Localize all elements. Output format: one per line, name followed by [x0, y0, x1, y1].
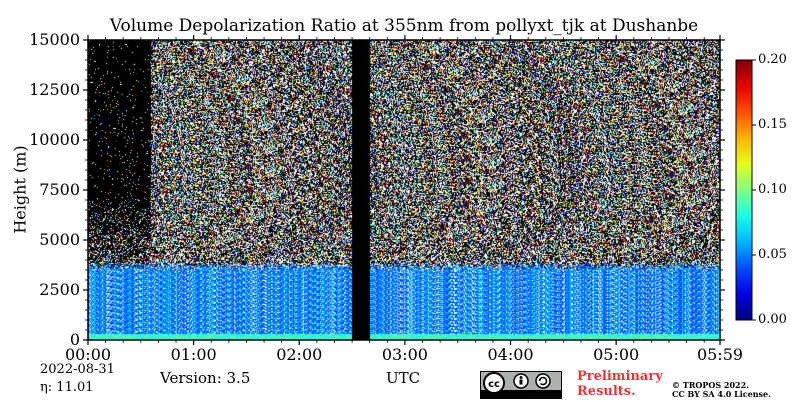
y-tick-label: 5000 [39, 230, 80, 249]
prelim-line-2: Results. [577, 384, 636, 399]
colorbar-tick-label: 0.05 [758, 247, 787, 262]
colorbar-tick-label: 0.10 [758, 182, 787, 197]
chart-title: Volume Depolarization Ratio at 355nm fro… [109, 16, 699, 36]
prelim-line-1: Preliminary [577, 369, 663, 384]
x-tick-label: 00:00 [64, 345, 112, 364]
x-tick-label: 05:59 [696, 345, 744, 364]
cc-by-sa-icon: cc [480, 371, 562, 399]
measurement-date: 2022-08-31 [40, 362, 115, 377]
y-tick-label: 7500 [39, 180, 80, 199]
eta-value: η: 11.01 [40, 380, 94, 395]
heatmap-plot-area [88, 40, 720, 340]
x-tick-label: 04:00 [487, 345, 534, 364]
x-axis-label: UTC [386, 369, 421, 387]
x-tick-label: 03:00 [381, 345, 428, 364]
colorbar-tick-label: 0.00 [758, 312, 787, 327]
y-tick-label: 12500 [29, 80, 80, 99]
y-tick-label: 0 [69, 330, 80, 349]
copyright-note: © TROPOS 2022. CC BY SA 4.0 License. [672, 381, 771, 399]
version-label: Version: 3.5 [160, 369, 251, 387]
y-tick-label: 10000 [29, 130, 80, 149]
svg-text:cc: cc [488, 379, 500, 390]
x-tick-label: 05:00 [593, 345, 640, 364]
preliminary-results-note: Preliminary Results. [577, 369, 663, 399]
y-tick-label: 15000 [29, 30, 80, 49]
copyright-line-2: CC BY SA 4.0 License. [672, 389, 771, 399]
colorbar [735, 59, 753, 321]
x-tick-label: 02:00 [276, 345, 323, 364]
x-tick-label: 01:00 [170, 345, 217, 364]
plot-border [87, 39, 721, 341]
copyright-line-1: © TROPOS 2022. [672, 380, 749, 390]
y-tick-label: 2500 [39, 280, 80, 299]
colorbar-tick-label: 0.15 [758, 117, 787, 132]
colorbar-tick-label: 0.20 [758, 52, 787, 67]
